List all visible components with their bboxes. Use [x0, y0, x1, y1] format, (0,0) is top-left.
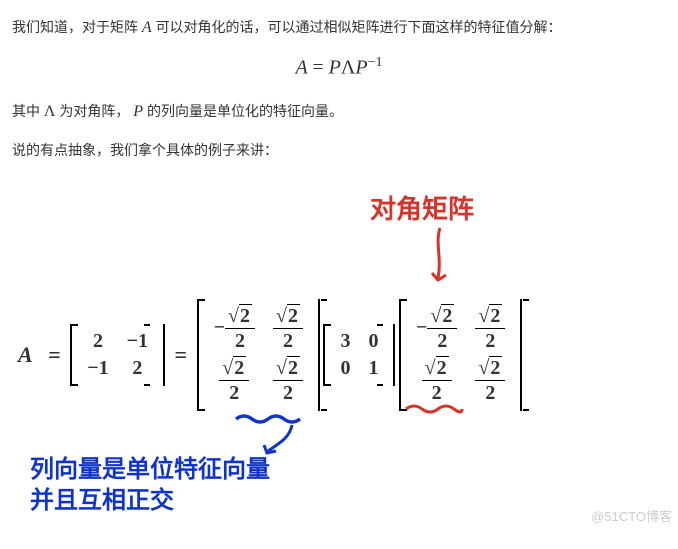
eigen-decomposition-equation: A = PΛP−1 [12, 55, 666, 80]
blue-arrow-icon [262, 423, 302, 459]
red-arrow-icon [420, 223, 460, 283]
cell: 22 [264, 303, 312, 355]
cell: −1 [78, 355, 117, 382]
matrix-P: −22 22 22 22 [197, 299, 320, 411]
text: 我们知道，对于矩阵 [12, 19, 142, 35]
cell: 22 [466, 355, 514, 407]
cell: 22 [205, 355, 264, 407]
var-Lambda: Λ [44, 103, 56, 120]
cell: −22 [205, 303, 264, 355]
cell: 2 [78, 328, 117, 355]
cell: 3 [331, 328, 359, 355]
text: 可以对角化的话，可以通过相似矩阵进行下面这样的特征值分解： [156, 19, 562, 35]
equals-sign-2: = [169, 342, 194, 367]
text: 的列向量是单位化的特征向量。 [147, 103, 343, 119]
intro-paragraph-2: 其中 Λ 为对角阵， P 的列向量是单位化的特征向量。 [12, 98, 666, 125]
cell: 0 [331, 355, 359, 382]
red-squiggle-icon [404, 401, 464, 415]
matrix-P-transpose: −22 22 22 22 [399, 299, 522, 411]
intro-paragraph-3: 说的有点抽象，我们拿个具体的例子来讲： [12, 139, 666, 163]
decomposition-figure: 对角矩阵 A = 2 −1 −1 2 = −22 22 [12, 189, 666, 519]
annotation-diagonal-matrix: 对角矩阵 [370, 189, 474, 226]
cell: −22 [407, 303, 466, 355]
lhs-A: A [12, 342, 39, 367]
text: 为对角阵， [59, 103, 129, 119]
text: 其中 [12, 103, 44, 119]
intro-paragraph-1: 我们知道，对于矩阵 A 可以对角化的话，可以通过相似矩阵进行下面这样的特征值分解… [12, 14, 666, 41]
var-A: A [142, 19, 152, 36]
cell: 22 [466, 303, 514, 355]
cell: −1 [118, 328, 157, 355]
equals-sign-1: = [42, 342, 67, 367]
text-line-2: 并且互相正交 [30, 486, 270, 517]
cell: 0 [359, 328, 387, 355]
var-P: P [133, 103, 143, 120]
watermark: @51CTO博客 [591, 506, 672, 525]
cell: 1 [359, 355, 387, 382]
cell: 22 [264, 355, 312, 407]
cell: 22 [407, 355, 466, 407]
matrix-A: 2 −1 −1 2 [70, 324, 165, 386]
cell: 2 [118, 355, 157, 382]
text-line-1: 列向量是单位特征向量 [30, 455, 270, 486]
matrix-diagonal: 3 0 0 1 [323, 324, 395, 386]
annotation-eigenvectors: 列向量是单位特征向量 并且互相正交 [30, 455, 270, 517]
